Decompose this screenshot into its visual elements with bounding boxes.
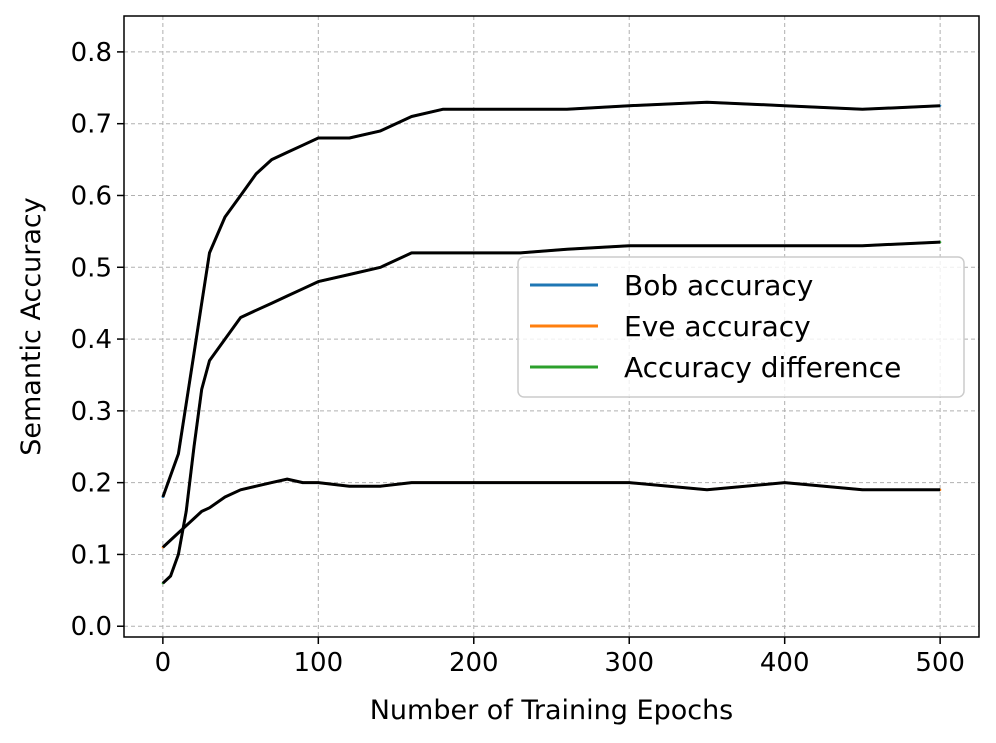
y-tick-label: 0.8 [71,38,112,68]
axis-ticks: 0 100 200 300 400 500 0.0 0.1 0.2 0.3 0.4 0.5 0.6 0.7… [71,38,965,678]
y-axis-title: Semantic Accuracy [16,197,47,456]
x-tick-label: 200 [449,648,499,678]
accuracy-difference-trend-line [161,240,941,585]
legend-label-accuracy-difference: Accuracy difference [624,351,901,384]
plot-frame [123,15,980,638]
data-series [161,100,942,585]
legend: Bob accuracy Eve accuracy Accuracy differe… [517,256,965,398]
y-tick-label: 0.2 [71,469,112,499]
y-tick-label: 0.7 [71,110,112,140]
y-tick-label: 0.0 [71,612,112,642]
eve-accuracy-trend-line [161,477,941,549]
x-tick-label: 400 [760,648,810,678]
bob-accuracy-trend-line [161,100,941,498]
x-tick-label: 300 [604,648,654,678]
x-tick-label: 500 [915,648,965,678]
legend-label-bob-accuracy: Bob accuracy [624,269,813,302]
y-tick-label: 0.6 [71,181,112,211]
y-tick-label: 0.1 [71,540,112,570]
y-tick-label: 0.3 [71,397,112,427]
eve-accuracy-line [162,477,941,549]
legend-label-eve-accuracy: Eve accuracy [624,310,811,343]
x-axis-title: Number of Training Epochs [370,695,734,726]
x-tick-label: 100 [293,648,343,678]
y-tick-label: 0.4 [71,325,112,355]
x-tick-label: 0 [155,648,172,678]
legend-box [517,256,965,398]
y-tick-label: 0.5 [71,253,112,283]
